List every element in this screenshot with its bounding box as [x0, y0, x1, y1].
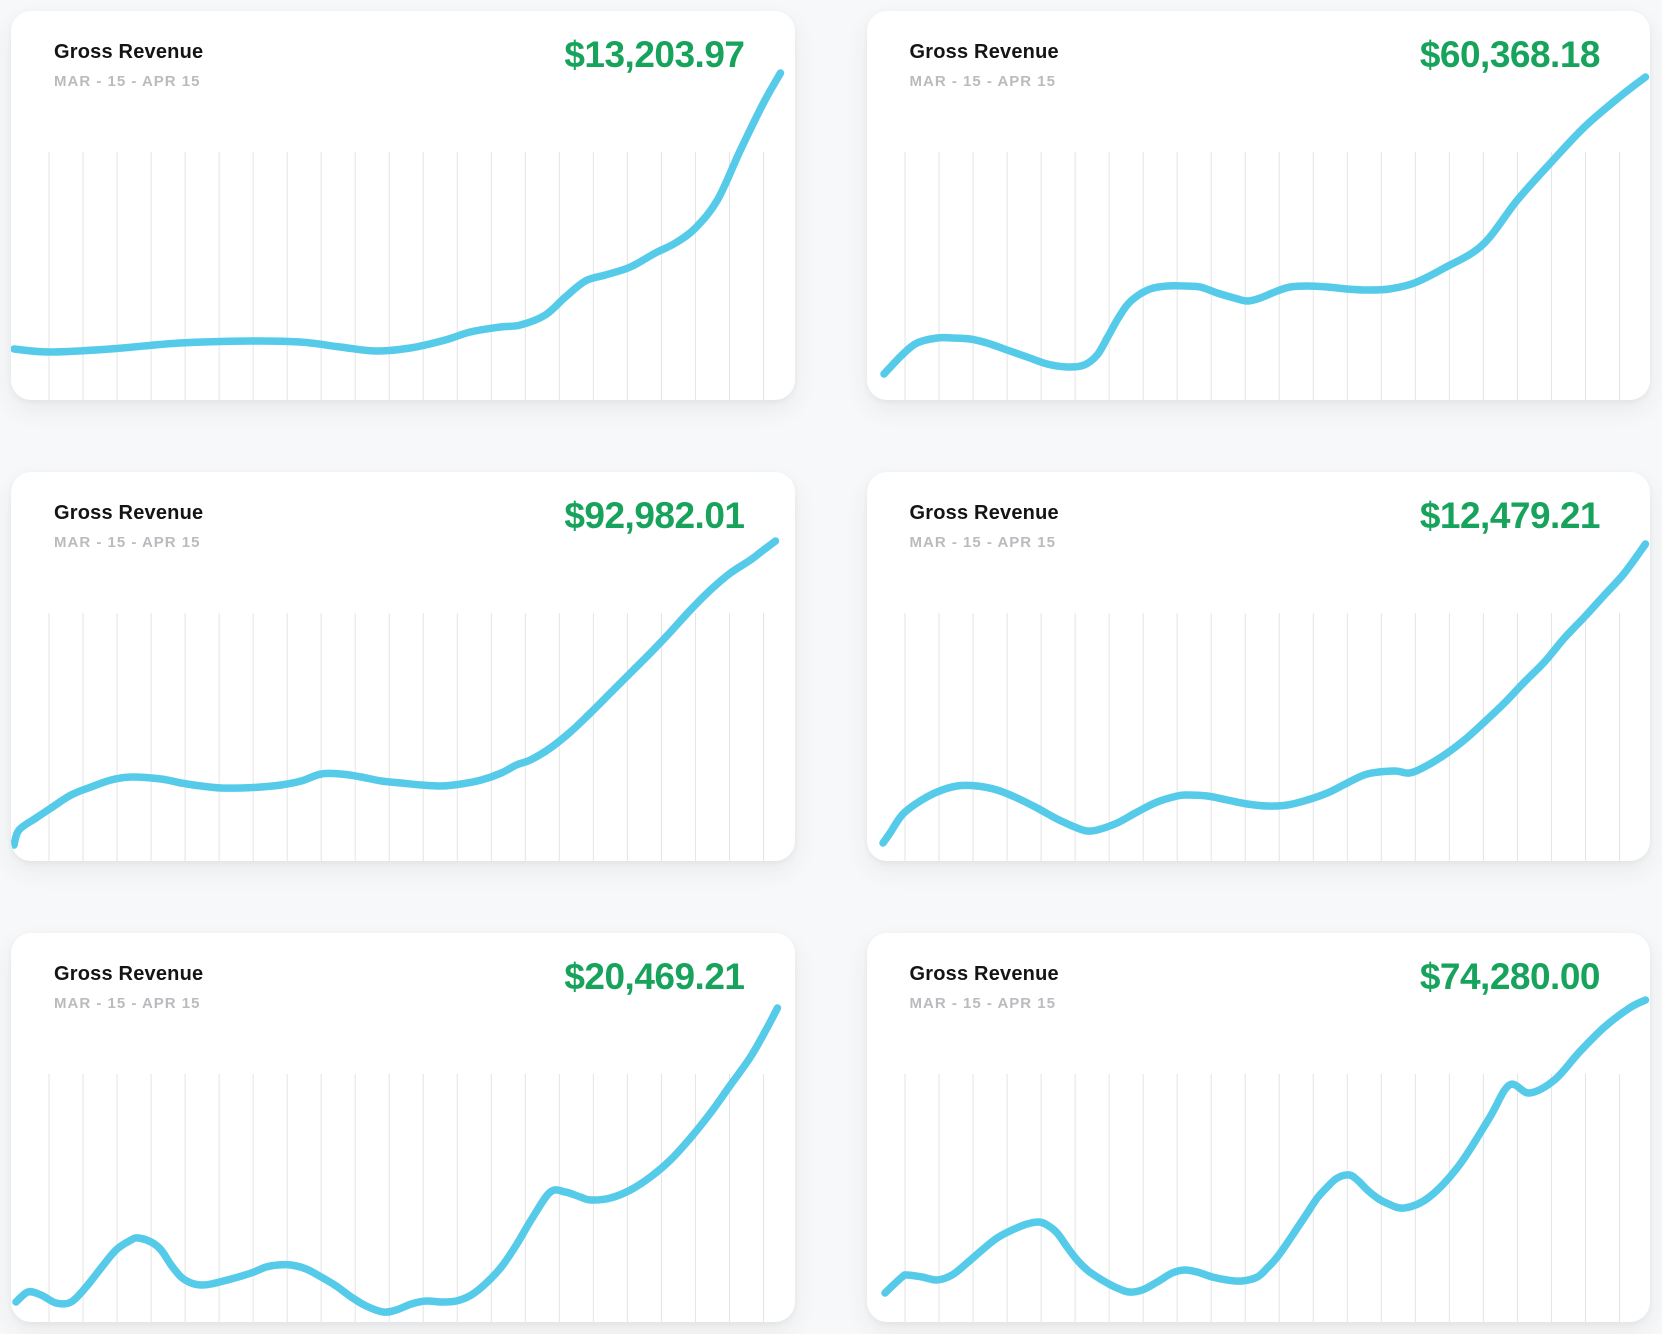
- card-title: Gross Revenue: [909, 963, 1059, 985]
- gross-revenue-card: Gross Revenue MAR - 15 - APR 15 $20,469.…: [11, 933, 795, 1322]
- chart-gridlines: [904, 613, 1620, 861]
- card-title: Gross Revenue: [909, 41, 1059, 63]
- card-header: Gross Revenue MAR - 15 - APR 15 $92,982.…: [11, 472, 795, 551]
- card-header-left: Gross Revenue MAR - 15 - APR 15: [54, 41, 203, 90]
- revenue-line: [879, 73, 1649, 378]
- card-date-range: MAR - 15 - APR 15: [909, 534, 1056, 551]
- revenue-line: [12, 1004, 782, 1316]
- card-title: Gross Revenue: [54, 963, 204, 985]
- gross-revenue-card: Gross Revenue MAR - 15 - APR 15 $12,479.…: [866, 472, 1651, 861]
- card-date-range: MAR - 15 - APR 15: [54, 73, 201, 90]
- card-title: Gross Revenue: [54, 41, 204, 63]
- revenue-sparkline-chart: [878, 540, 1649, 861]
- card-header: Gross Revenue MAR - 15 - APR 15 $74,280.…: [867, 933, 1651, 1012]
- card-date-range: MAR - 15 - APR 15: [909, 73, 1056, 90]
- revenue-line: [11, 537, 780, 849]
- card-total-amount: $92,982.01: [564, 495, 745, 536]
- revenue-line: [878, 540, 1649, 847]
- card-header: Gross Revenue MAR - 15 - APR 15 $12,479.…: [867, 472, 1651, 551]
- card-date-range: MAR - 15 - APR 15: [909, 995, 1056, 1012]
- card-header-left: Gross Revenue MAR - 15 - APR 15: [910, 41, 1059, 90]
- card-title: Gross Revenue: [909, 502, 1059, 524]
- revenue-sparkline-chart: [880, 996, 1649, 1322]
- revenue-line: [880, 996, 1649, 1297]
- chart-gridlines: [48, 152, 764, 400]
- gross-revenue-card: Gross Revenue MAR - 15 - APR 15 $74,280.…: [866, 933, 1651, 1322]
- card-header-left: Gross Revenue MAR - 15 - APR 15: [910, 963, 1059, 1012]
- revenue-sparkline-chart: [879, 73, 1649, 400]
- revenue-sparkline-chart: [12, 1004, 782, 1322]
- card-total-amount: $74,280.00: [1419, 956, 1601, 997]
- card-header: Gross Revenue MAR - 15 - APR 15 $13,203.…: [11, 11, 795, 90]
- gross-revenue-card: Gross Revenue MAR - 15 - APR 15 $60,368.…: [866, 11, 1651, 400]
- gross-revenue-card: Gross Revenue MAR - 15 - APR 15 $92,982.…: [11, 472, 795, 861]
- card-header: Gross Revenue MAR - 15 - APR 15 $60,368.…: [867, 11, 1651, 90]
- chart-gridlines: [904, 152, 1620, 400]
- card-header-left: Gross Revenue MAR - 15 - APR 15: [54, 502, 203, 551]
- card-date-range: MAR - 15 - APR 15: [54, 995, 201, 1012]
- card-header-left: Gross Revenue MAR - 15 - APR 15: [910, 502, 1059, 551]
- card-total-amount: $13,203.97: [564, 34, 745, 75]
- chart-gridlines: [48, 613, 764, 861]
- card-total-amount: $20,469.21: [564, 956, 745, 997]
- revenue-line: [11, 69, 785, 356]
- card-title: Gross Revenue: [54, 502, 204, 524]
- chart-gridlines: [904, 1074, 1620, 1322]
- chart-gridlines: [48, 1074, 764, 1322]
- revenue-sparkline-chart: [11, 537, 780, 861]
- card-header-left: Gross Revenue MAR - 15 - APR 15: [54, 963, 203, 1012]
- cards-grid: Gross Revenue MAR - 15 - APR 15 $13,203.…: [11, 11, 1650, 1322]
- gross-revenue-card: Gross Revenue MAR - 15 - APR 15 $13,203.…: [11, 11, 795, 400]
- revenue-sparkline-chart: [11, 69, 785, 400]
- card-header: Gross Revenue MAR - 15 - APR 15 $20,469.…: [11, 933, 795, 1012]
- card-date-range: MAR - 15 - APR 15: [54, 534, 201, 551]
- card-total-amount: $60,368.18: [1419, 34, 1601, 75]
- card-total-amount: $12,479.21: [1419, 495, 1601, 536]
